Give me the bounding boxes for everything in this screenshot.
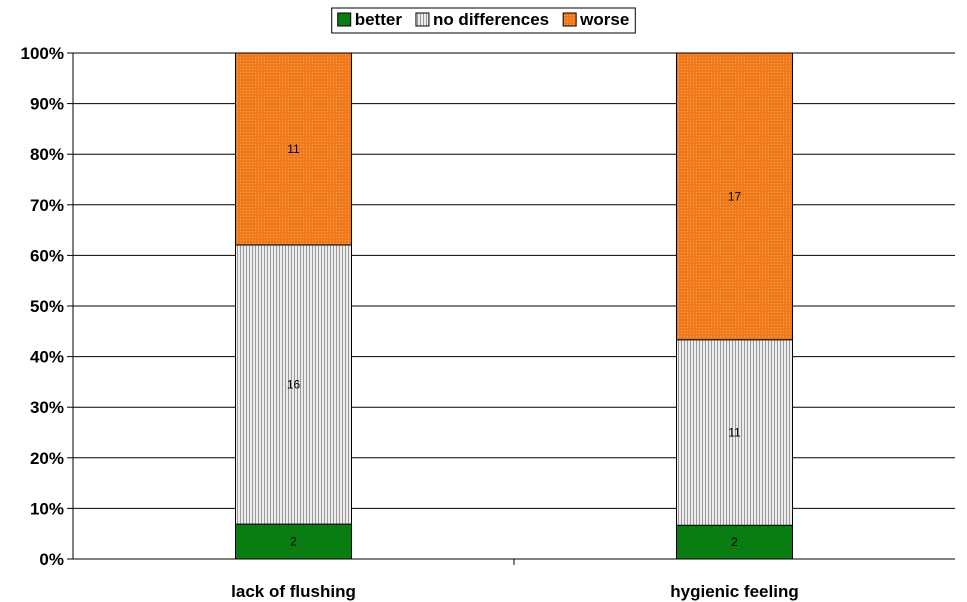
legend: better no differences worse (331, 7, 636, 34)
y-tick-label: 40% (30, 348, 64, 367)
gridlines (73, 52, 955, 509)
data-label: 2 (290, 535, 297, 549)
data-label: 2 (731, 535, 738, 549)
data-label: 11 (728, 426, 741, 440)
data-label: 16 (287, 378, 301, 392)
y-tick-label: 100% (21, 44, 64, 63)
legend-swatch-better (337, 12, 352, 27)
y-tick-label: 90% (30, 95, 64, 114)
axes (67, 52, 955, 565)
x-category-label: lack of flushing (231, 582, 356, 601)
bar-lack-of-flushing-better (235, 523, 352, 560)
y-tick-label: 10% (30, 499, 64, 518)
legend-box (331, 7, 636, 34)
y-tick-label: 50% (30, 297, 64, 316)
y-tick-label: 60% (30, 246, 64, 265)
legend-label: better (355, 10, 403, 29)
labels: 0% 10% 20% 30% 40% 50% 60% 70% 80% 90% 100% 2 16 11 la… (21, 44, 799, 601)
legend-label: no differences (433, 10, 549, 29)
legend-label: worse (579, 10, 629, 29)
bars (235, 52, 793, 560)
y-tick-label: 0% (39, 550, 64, 569)
legend-swatch-worse (562, 12, 577, 27)
y-tick-label: 80% (30, 145, 64, 164)
data-label: 11 (287, 142, 300, 156)
bar-hygienic-feeling-worse (676, 52, 793, 341)
bar-hygienic-feeling-better (676, 524, 793, 560)
x-category-label: hygienic feeling (670, 582, 798, 601)
data-label: 17 (728, 189, 742, 203)
bar-lack-of-flushing-worse (235, 52, 352, 246)
bar-lack-of-flushing-no-differences (235, 244, 352, 525)
y-tick-label: 20% (30, 449, 64, 468)
legend-swatch-no-differences (415, 12, 430, 27)
bar-hygienic-feeling-no-differences (676, 339, 793, 526)
y-tick-label: 30% (30, 398, 64, 417)
y-tick-label: 70% (30, 196, 64, 215)
